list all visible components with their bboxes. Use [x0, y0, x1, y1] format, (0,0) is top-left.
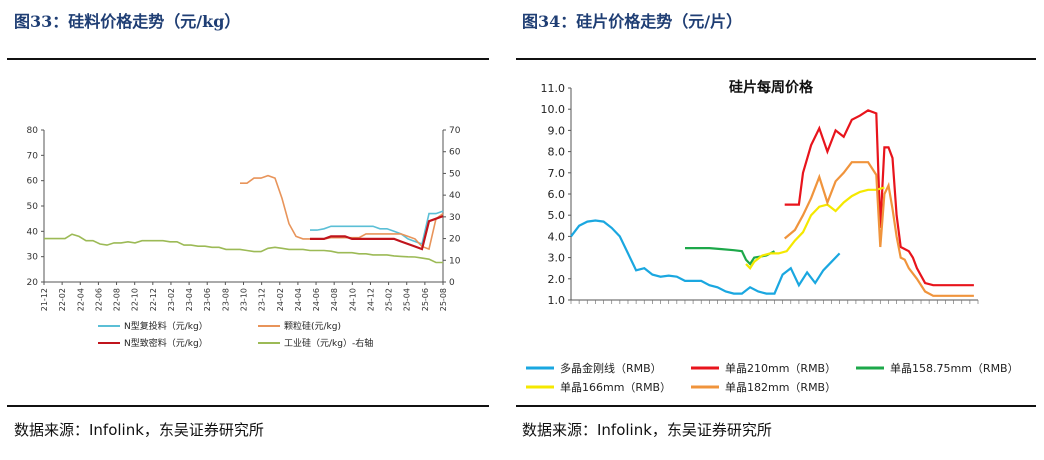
y-tick-label-left: 80 — [27, 126, 39, 136]
series-line — [44, 233, 443, 264]
legend-label: 单晶182mm（RMB） — [725, 381, 836, 394]
legend-label: 单晶158.75mm（RMB） — [890, 362, 1019, 375]
x-tick-label: 24-10 — [348, 288, 357, 311]
legend-label: 单晶210mm（RMB） — [725, 362, 836, 375]
series-line — [310, 215, 444, 251]
x-tick-label: 23-10 — [240, 288, 249, 311]
wafer-price-chart: 硅片每周价格 1.0 2.0 3.0 4.0 5.0 6.0 7.0 8.0 9.0 10.0 11… — [526, 79, 1019, 394]
series-line — [570, 219, 841, 295]
y-tick-label-right: 0 — [449, 278, 455, 288]
x-tick-label: 25-02 — [385, 288, 394, 311]
y-tick-label: 1.0 — [548, 294, 566, 307]
x-tick-label: 22-12 — [149, 288, 158, 311]
y-tick-label: 4.0 — [548, 230, 566, 243]
left-top-rule — [7, 58, 489, 60]
x-tick-label: 25-04 — [403, 288, 412, 311]
series-line — [784, 109, 974, 287]
y-tick-label-left: 40 — [27, 227, 39, 237]
y-tick-label: 10.0 — [541, 103, 566, 116]
y-tick-label: 8.0 — [548, 146, 566, 159]
y-tick-label: 7.0 — [548, 167, 566, 180]
legend-label: N型复投料（元/kg） — [124, 320, 208, 332]
y-tick-label: 5.0 — [548, 209, 566, 222]
left-source-note: 数据来源：Infolink，东吴证券研究所 — [14, 421, 264, 439]
silicon-material-price-chart: 20 30 40 50 60 70 80 0 10 20 30 40 50 60 70 21-12 22-02 2… — [27, 126, 461, 349]
y-tick-label-right: 30 — [449, 213, 461, 223]
legend-label: 颗粒硅(元/kg) — [284, 320, 341, 332]
y-tick-label-right: 20 — [449, 235, 461, 245]
series-line — [240, 174, 444, 251]
y-tick-label-left: 30 — [27, 253, 39, 263]
legend-label: 工业硅（元/kg）-右轴 — [284, 337, 373, 349]
y-tick-label-right: 70 — [449, 126, 461, 136]
right-source-note: 数据来源：Infolink，东吴证券研究所 — [522, 421, 772, 439]
x-tick-label: 23-04 — [185, 288, 194, 311]
y-tick-label-right: 60 — [449, 148, 461, 158]
y-tick-label-left: 20 — [27, 278, 39, 288]
x-tick-label: 22-06 — [94, 288, 103, 311]
x-tick-label: 23-08 — [221, 288, 230, 311]
right-top-rule — [516, 58, 1036, 60]
y-tick-label: 9.0 — [548, 124, 566, 137]
x-tick-label: 24-06 — [312, 288, 321, 311]
series-line — [745, 186, 885, 270]
y-tick-label-left: 50 — [27, 202, 39, 212]
right-panel-title: 图34：硅片价格走势（元/片） — [522, 12, 743, 31]
series-line — [685, 247, 776, 266]
legend-label: N型致密料（元/kg） — [124, 337, 208, 349]
series-line — [783, 161, 974, 297]
y-tick-label-left: 70 — [27, 151, 39, 161]
x-tick-label: 25-06 — [421, 288, 430, 311]
x-tick-label: 23-12 — [258, 288, 267, 311]
y-tick-label: 2.0 — [548, 273, 566, 286]
x-tick-label: 22-08 — [113, 288, 122, 311]
x-tick-label: 22-02 — [58, 288, 67, 311]
x-tick-label: 23-02 — [167, 288, 176, 311]
x-tick-label: 23-06 — [203, 288, 212, 311]
left-bottom-rule — [7, 405, 489, 407]
y-tick-label-right: 10 — [449, 256, 461, 266]
x-tick-label: 22-10 — [131, 288, 140, 311]
y-tick-label-left: 60 — [27, 177, 39, 187]
chart-title: 硅片每周价格 — [729, 79, 814, 96]
x-tick-label: 24-04 — [294, 288, 303, 311]
y-tick-label: 3.0 — [548, 252, 566, 265]
y-tick-label: 11.0 — [541, 82, 566, 95]
x-tick-label: 24-02 — [276, 288, 285, 311]
legend-label: 单晶166mm（RMB） — [560, 381, 671, 394]
left-panel-title: 图33：硅料价格走势（元/kg） — [14, 12, 241, 31]
x-tick-label: 25-08 — [439, 288, 448, 311]
right-bottom-rule — [516, 405, 1036, 407]
legend-label: 多晶金刚线（RMB） — [560, 361, 662, 375]
y-tick-label: 6.0 — [548, 188, 566, 201]
y-tick-label-right: 40 — [449, 191, 461, 201]
y-tick-label-right: 50 — [449, 169, 461, 179]
x-tick-label: 21-12 — [40, 288, 49, 311]
x-tick-label: 24-08 — [330, 288, 339, 311]
x-tick-label: 22-04 — [76, 288, 85, 311]
x-tick-label: 24-12 — [366, 288, 375, 311]
series-line — [310, 210, 444, 246]
